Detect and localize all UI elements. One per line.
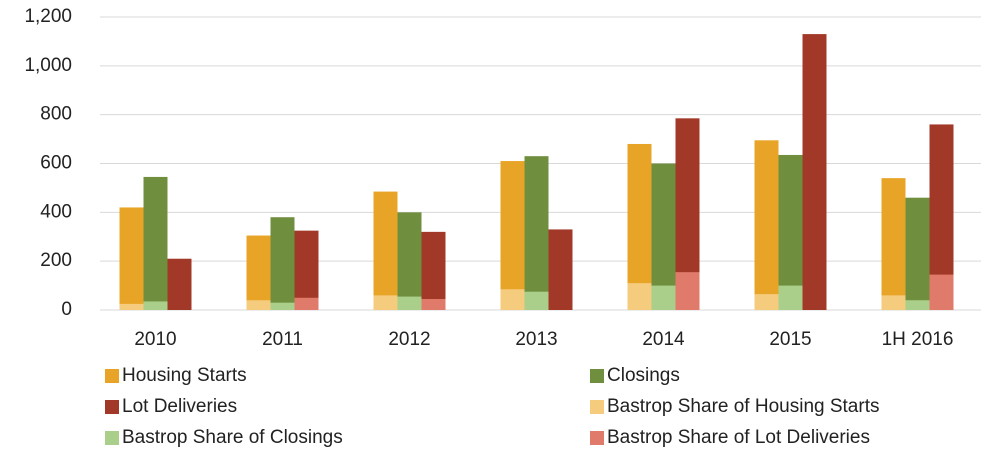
- legend-label: Bastrop Share of Lot Deliveries: [607, 427, 870, 448]
- y-tick-label: 1,000: [24, 55, 72, 76]
- y-tick-label: 200: [40, 250, 72, 271]
- bar: [500, 289, 525, 310]
- x-tick-label: 2012: [388, 329, 430, 350]
- bar: [929, 274, 954, 310]
- bar: [524, 156, 549, 310]
- bar: [881, 178, 906, 310]
- legend-swatch: [590, 400, 604, 414]
- legend-swatch: [105, 431, 119, 445]
- legend-label: Bastrop Share of Housing Starts: [607, 396, 879, 417]
- bar: [675, 272, 700, 310]
- bar: [246, 235, 271, 310]
- bar: [373, 295, 398, 310]
- bar: [651, 285, 676, 310]
- legend-label: Bastrop Share of Closings: [122, 427, 343, 448]
- x-tick-label: 2014: [642, 329, 685, 350]
- bar: [397, 212, 422, 310]
- y-tick-label: 600: [40, 153, 72, 174]
- legend-label: Closings: [607, 365, 680, 386]
- x-tick-label: 1H 2016: [882, 329, 954, 350]
- y-tick-label: 0: [61, 299, 72, 320]
- bar: [524, 291, 549, 310]
- x-tick-label: 2010: [134, 329, 176, 350]
- x-tick-label: 2011: [262, 329, 303, 350]
- bar: [167, 258, 192, 310]
- bar: [397, 296, 422, 310]
- bar: [754, 294, 779, 310]
- bar: [421, 299, 446, 310]
- bar: [778, 154, 803, 310]
- y-tick-label: 800: [40, 104, 72, 125]
- bar: [421, 231, 446, 310]
- legend-swatch: [105, 369, 119, 383]
- legend-swatch: [105, 400, 119, 414]
- bar: [373, 191, 398, 310]
- bar: [294, 297, 319, 310]
- legend-label: Housing Starts: [122, 365, 247, 386]
- bar: [778, 285, 803, 310]
- y-tick-label: 1,200: [24, 6, 72, 27]
- bar: [119, 303, 144, 310]
- bar: [905, 197, 930, 310]
- y-tick-label: 400: [40, 201, 72, 222]
- bar: [270, 302, 295, 310]
- bar: [802, 34, 827, 310]
- bar: [548, 229, 573, 310]
- bar: [500, 161, 525, 310]
- bar: [627, 143, 652, 310]
- bar: [246, 300, 271, 310]
- bar: [905, 300, 930, 310]
- x-tick-label: 2015: [769, 329, 811, 350]
- bar: [754, 140, 779, 310]
- bar: [119, 207, 144, 310]
- bar: [294, 230, 319, 310]
- x-tick-label: 2013: [515, 329, 557, 350]
- bar: [270, 217, 295, 310]
- bar: [627, 283, 652, 310]
- bar: [881, 295, 906, 310]
- legend-swatch: [590, 369, 604, 383]
- bar: [143, 301, 168, 310]
- legend-swatch: [590, 431, 604, 445]
- bar: [143, 176, 168, 310]
- legend-label: Lot Deliveries: [122, 396, 237, 417]
